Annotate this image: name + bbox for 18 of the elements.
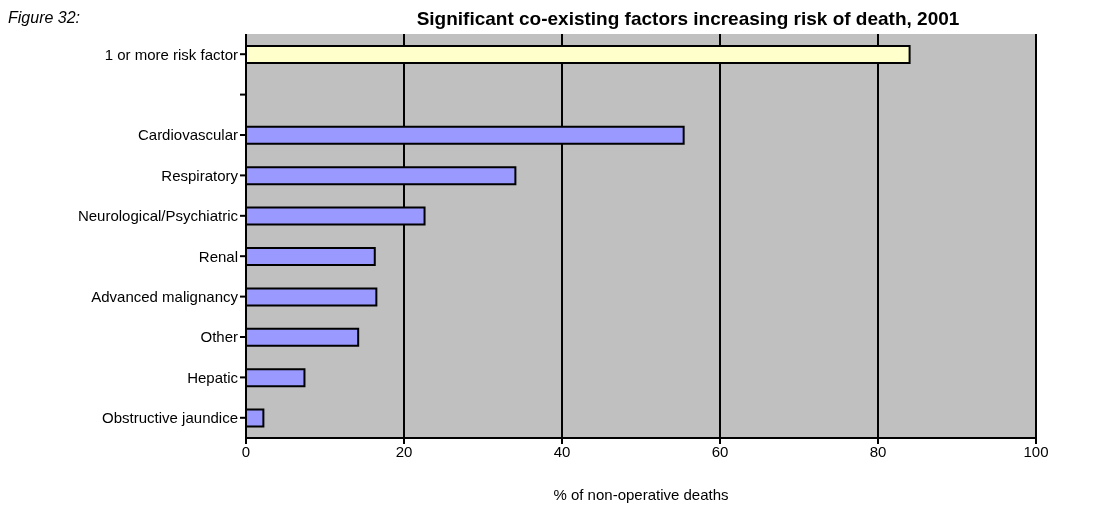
y-tick-label: Advanced malignancy [91,287,239,305]
y-tick-label: Hepatic [187,368,239,386]
y-tick-label: Obstructive jaundice [102,409,238,427]
x-tick-label: 40 [553,442,571,460]
x-tick-label: 0 [241,442,251,460]
y-tick-label: Other [200,328,238,346]
x-tick-label: 20 [395,442,413,460]
x-axis-title: % of non-operative deaths [553,486,729,503]
y-tick-label: Cardiovascular [137,126,238,144]
y-tick-label: 1 or more risk factor [104,45,238,63]
x-tick-label: 80 [869,442,887,460]
chart-title: Significant co-existing factors increasing risk of death, 2001 [415,8,961,30]
y-tick-label: Respiratory [161,166,239,184]
x-tick-label: 60 [711,442,729,460]
y-tick-label: Renal [198,247,238,265]
y-tick-label: Neurological/Psychiatric [77,207,239,225]
x-tick-label: 100 [1023,442,1049,460]
caption: Figure 32: [8,9,81,27]
